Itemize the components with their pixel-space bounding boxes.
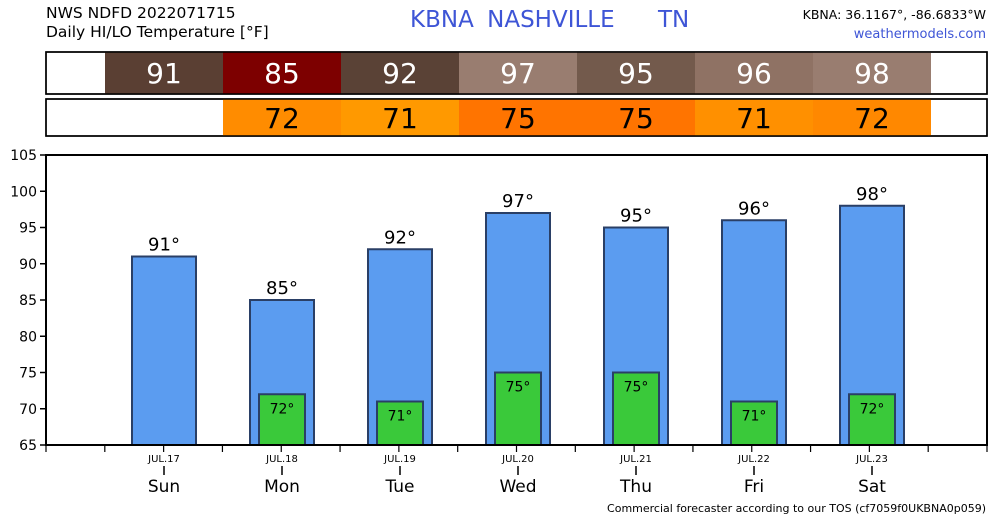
- high-bar-label: 92°: [384, 227, 416, 248]
- x-tick-label: Wed: [499, 477, 536, 497]
- low-strip-value: 72: [854, 102, 890, 135]
- low-bar-label: 71°: [388, 409, 413, 425]
- high-bar-label: 96°: [738, 198, 770, 219]
- station-id: KBNA: [410, 7, 474, 33]
- city-name: NASHVILLE: [487, 7, 615, 33]
- low-bar-label: 72°: [270, 401, 295, 417]
- high-strip-value: 85: [264, 57, 300, 90]
- product-title: NWS NDFD 2022071715: [46, 4, 236, 22]
- x-tick-label: Tue: [384, 477, 414, 497]
- y-tick-label: 85: [19, 293, 37, 309]
- low-bar-label: 71°: [742, 409, 767, 425]
- x-date-label: JUL.20: [501, 454, 534, 465]
- site-link[interactable]: weathermodels.com: [853, 27, 986, 42]
- y-tick-label: 105: [10, 148, 37, 164]
- high-strip-value: 92: [382, 57, 418, 90]
- high-strip-value: 91: [146, 57, 182, 90]
- low-strip-cell: [223, 99, 341, 136]
- low-strip-cell: [695, 99, 813, 136]
- low-bar-label: 75°: [624, 380, 649, 396]
- low-strip-cell: [459, 99, 577, 136]
- low-bar-label: 75°: [506, 380, 531, 396]
- high-strip-value: 97: [500, 57, 536, 90]
- x-tick-label: Thu: [619, 477, 652, 497]
- y-tick-label: 65: [19, 438, 37, 454]
- x-tick-label: Mon: [264, 477, 300, 497]
- low-bar: [376, 400, 424, 446]
- high-strip-cell: [105, 52, 223, 94]
- low-bar: [612, 371, 660, 446]
- state-name: TN: [657, 7, 690, 33]
- low-bar: [494, 371, 542, 446]
- y-tick-label: 75: [19, 366, 37, 382]
- low-strip-border: [45, 98, 988, 137]
- high-bar-label: 97°: [502, 191, 534, 212]
- high-strip-cell: [341, 52, 459, 94]
- low-bar: [258, 393, 306, 446]
- x-tick-label: Sun: [148, 477, 180, 497]
- x-date-label: JUL.23: [855, 454, 888, 465]
- high-strip-value: 96: [736, 57, 772, 90]
- x-tick-label: Sat: [858, 477, 886, 497]
- high-strip-cell: [459, 52, 577, 94]
- high-strip-cell: [223, 52, 341, 94]
- high-bar-label: 95°: [620, 206, 652, 227]
- high-bar: [131, 255, 197, 446]
- header-left: NWS NDFD 2022071715 Daily HI/LO Temperat…: [46, 4, 269, 42]
- high-bar-label: 91°: [148, 235, 180, 256]
- station-coords: KBNA: 36.1167°, -86.6833°W: [802, 7, 986, 22]
- x-date-label: JUL.19: [383, 454, 416, 465]
- low-strip-value: 71: [736, 102, 772, 135]
- low-strip-value: 75: [618, 102, 654, 135]
- x-tick-label: Fri: [744, 477, 764, 497]
- high-strip-value: 95: [618, 57, 654, 90]
- y-tick-label: 80: [19, 329, 37, 345]
- low-strip-cell: [813, 99, 931, 136]
- high-strip-value: 98: [854, 57, 890, 90]
- low-strip-value: 71: [382, 102, 418, 135]
- footer-note: Commercial forecaster according to our T…: [607, 502, 986, 515]
- chart-subtitle: Daily HI/LO Temperature [°F]: [46, 23, 269, 41]
- y-tick-label: 70: [19, 402, 37, 418]
- y-tick-label: 90: [19, 257, 37, 273]
- high-strip-border: [45, 51, 988, 95]
- high-strip-cell: [577, 52, 695, 94]
- low-bar-label: 72°: [860, 401, 885, 417]
- y-tick-label: 100: [10, 184, 37, 200]
- low-strip-cell: [341, 99, 459, 136]
- x-date-label: JUL.22: [737, 454, 770, 465]
- high-bar-label: 98°: [856, 184, 888, 205]
- y-tick-label: 95: [19, 221, 37, 237]
- low-strip-cell: [577, 99, 695, 136]
- low-bar: [848, 393, 896, 446]
- high-strip-cell: [813, 52, 931, 94]
- x-date-label: JUL.18: [265, 454, 298, 465]
- x-date-label: JUL.17: [147, 454, 180, 465]
- high-strip-cell: [695, 52, 813, 94]
- header-right: KBNA: 36.1167°, -86.6833°W weathermodels…: [803, 5, 986, 45]
- low-strip-value: 75: [500, 102, 536, 135]
- low-strip-value: 72: [264, 102, 300, 135]
- x-date-label: JUL.21: [619, 454, 652, 465]
- high-bar-label: 85°: [266, 278, 298, 299]
- station-title: KBNA NASHVILLE TN: [410, 7, 689, 33]
